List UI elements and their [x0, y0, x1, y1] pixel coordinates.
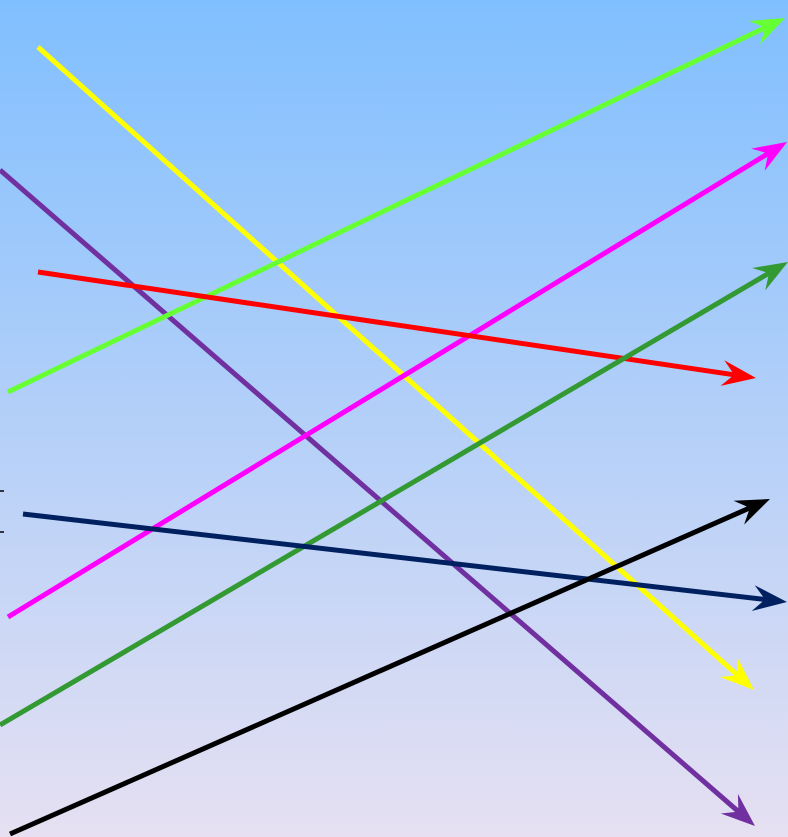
arrowhead-yellow: [720, 657, 754, 690]
arrow-shaft-lime: [6, 25, 767, 395]
arrow-shaft-red: [37, 269, 735, 378]
arrowhead-black: [733, 499, 770, 525]
arrow-shaft-magenta: [6, 151, 770, 620]
arrow-green: [0, 262, 788, 728]
arrowhead-lime: [748, 18, 785, 45]
arrow-lime: [6, 18, 785, 395]
arrows-layer: [0, 18, 788, 837]
arrow-navy: [22, 511, 787, 611]
arrowhead-magenta: [751, 142, 787, 171]
arrowhead-navy: [751, 585, 787, 611]
arrow-purple: [0, 168, 755, 826]
arrow-shaft-purple: [0, 168, 741, 814]
arrowhead-purple: [720, 793, 755, 826]
arrow-magenta: [6, 142, 787, 620]
arrowhead-green: [752, 262, 788, 291]
arrow-red: [37, 269, 756, 386]
arrow-yellow: [36, 45, 754, 690]
arrow-shaft-green: [0, 270, 771, 728]
arrow-black: [8, 499, 770, 837]
arrowhead-red: [720, 360, 756, 386]
arrow-shaft-black: [8, 505, 751, 837]
arrow-shaft-navy: [22, 511, 766, 602]
arrow-shaft-yellow: [36, 45, 740, 678]
